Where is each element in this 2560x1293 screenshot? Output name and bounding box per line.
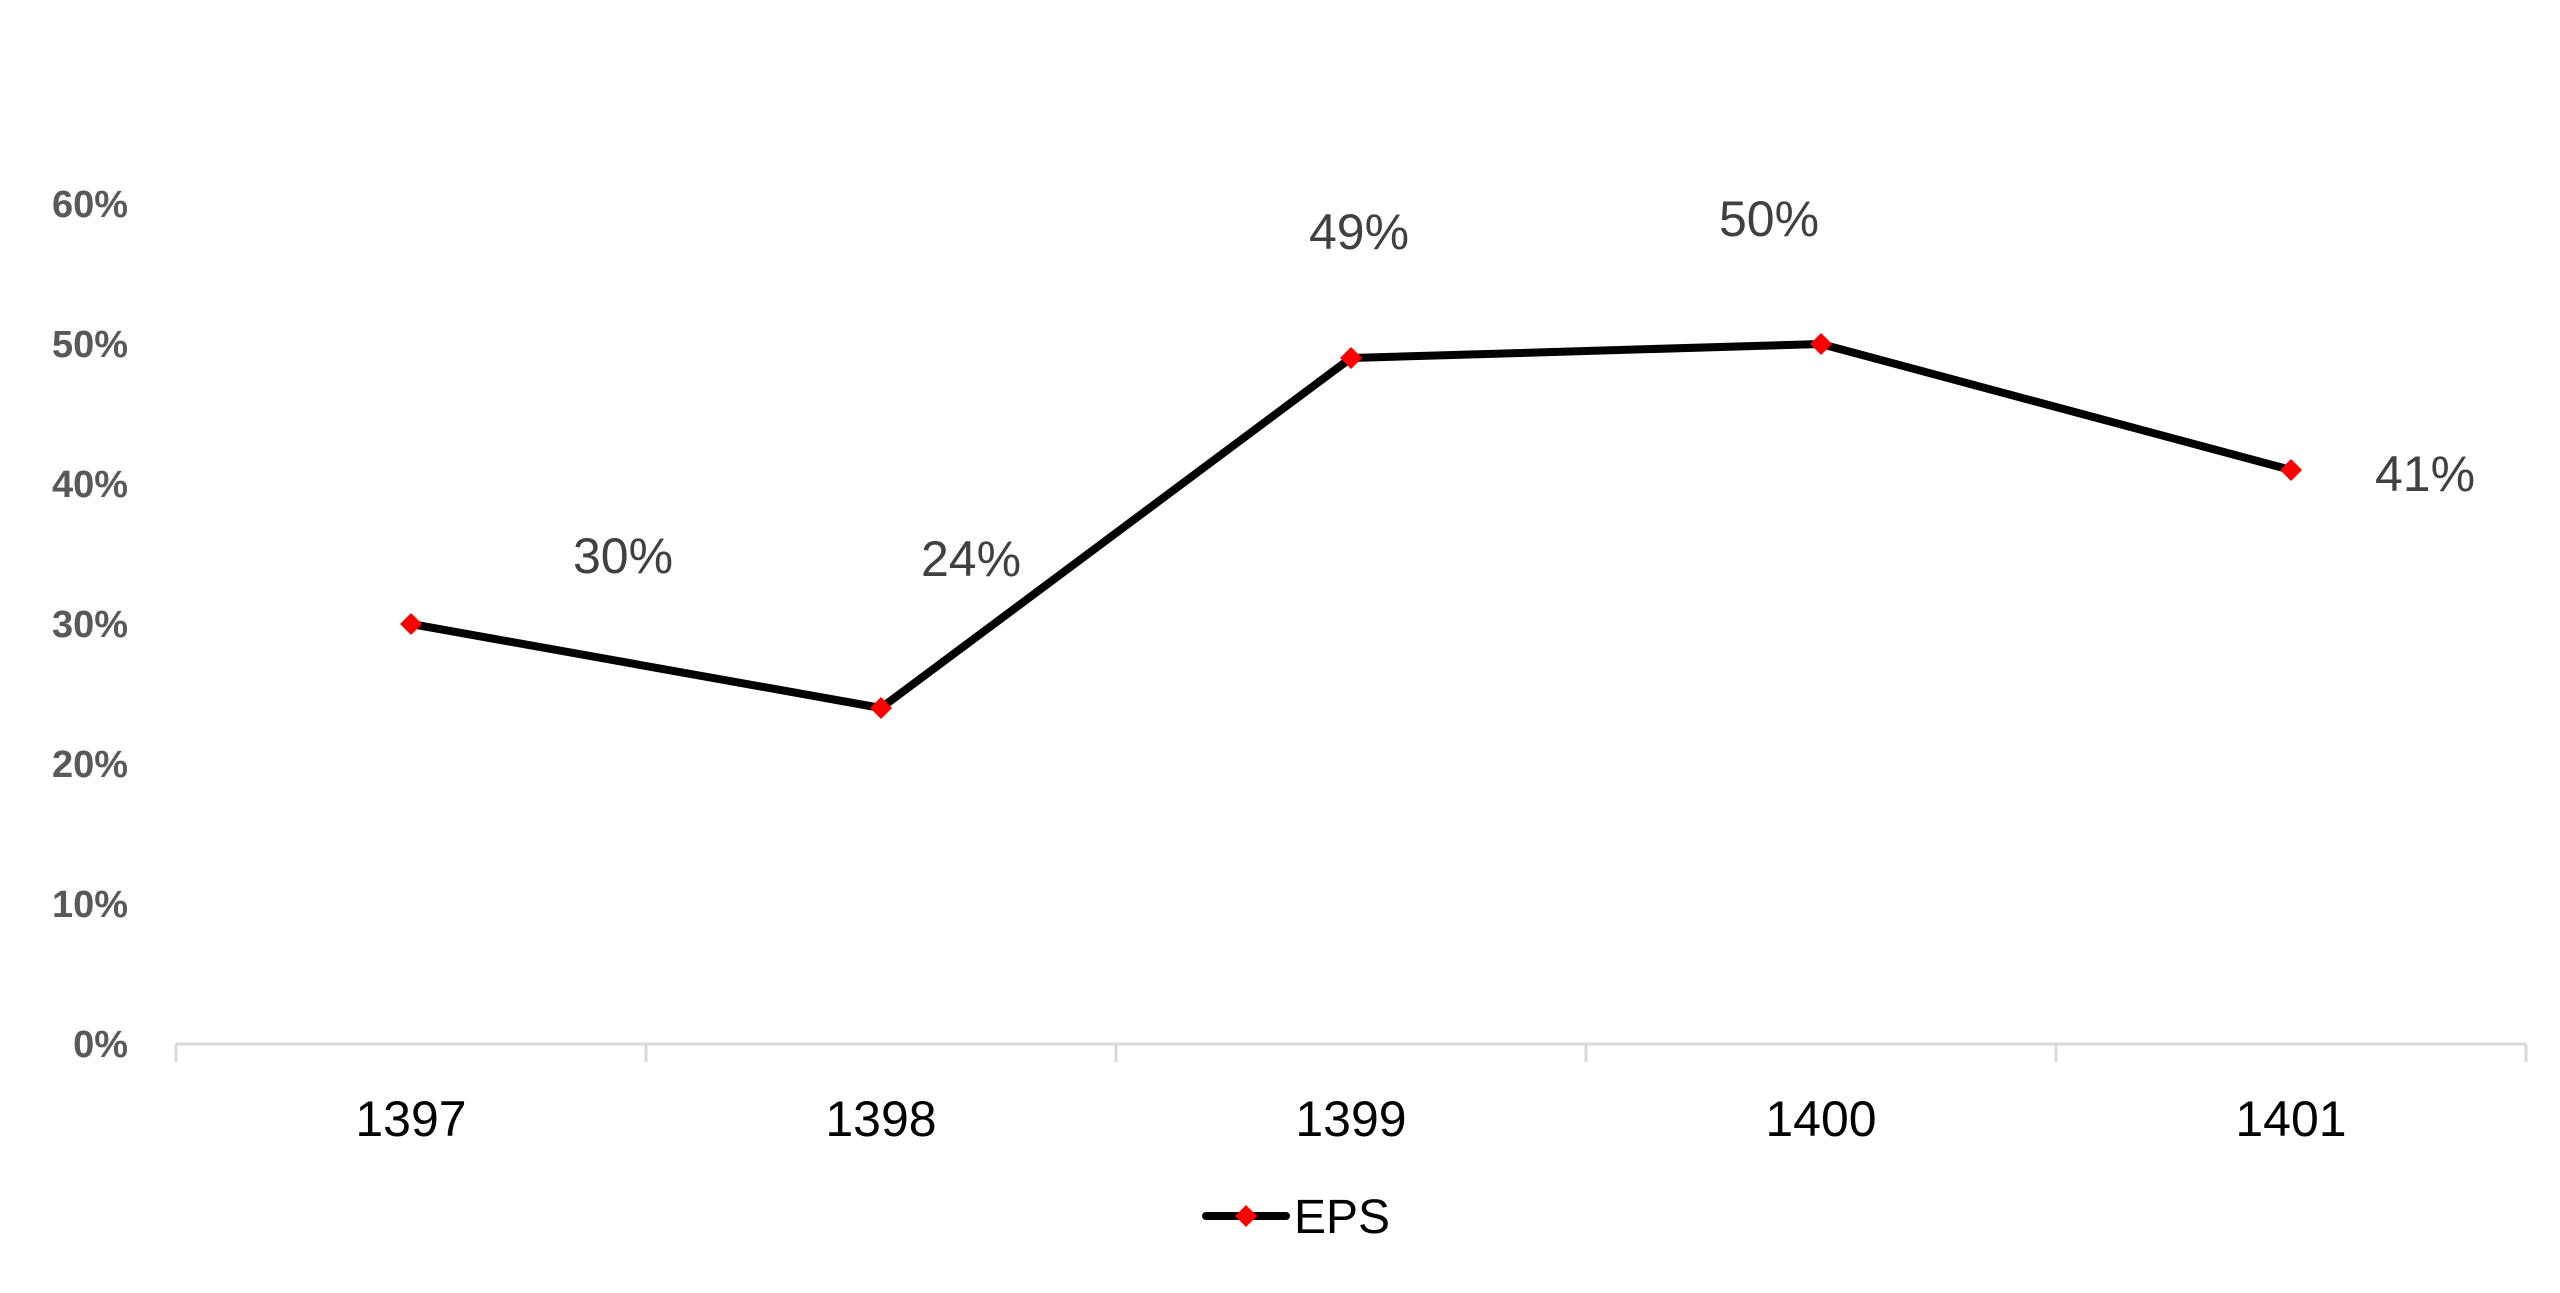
x-tick-label: 1398 <box>825 1091 936 1147</box>
x-axis-tick-labels: 1397 1398 1399 1400 1401 <box>355 1091 2346 1147</box>
y-tick-label: 50% <box>52 324 128 366</box>
y-tick-label: 60% <box>52 184 128 226</box>
x-tick-label: 1400 <box>1765 1091 1876 1147</box>
data-label: 41% <box>2375 446 2475 502</box>
data-label-group: 30% 24% 49% 50% 41% <box>573 191 2475 587</box>
x-tick-label: 1401 <box>2235 1091 2346 1147</box>
x-tick-label: 1397 <box>355 1091 466 1147</box>
y-tick-label: 20% <box>52 744 128 786</box>
x-axis <box>174 1042 2528 1062</box>
data-label: 24% <box>921 531 1021 587</box>
data-point-markers <box>400 333 2302 719</box>
data-point-marker <box>2280 459 2302 481</box>
y-tick-label: 10% <box>52 884 128 926</box>
y-tick-label: 30% <box>52 604 128 646</box>
x-tick-label: 1399 <box>1295 1091 1406 1147</box>
legend: EPS <box>1202 1191 1390 1244</box>
legend-marker-swatch <box>1235 1205 1257 1227</box>
series-line-eps <box>407 340 2295 712</box>
series-line-group <box>407 340 2295 712</box>
data-point-marker <box>1340 347 1362 369</box>
data-point-marker <box>400 613 422 635</box>
y-axis-tick-labels: 0% 10% 20% 30% 40% 50% 60% <box>52 184 128 1066</box>
legend-label: EPS <box>1294 1191 1390 1244</box>
data-point-marker <box>870 697 892 719</box>
data-label: 49% <box>1309 204 1409 260</box>
data-label: 30% <box>573 528 673 584</box>
data-label: 50% <box>1719 191 1819 247</box>
data-point-marker <box>1810 333 1832 355</box>
y-tick-label: 0% <box>73 1024 128 1066</box>
y-tick-label: 40% <box>52 464 128 506</box>
